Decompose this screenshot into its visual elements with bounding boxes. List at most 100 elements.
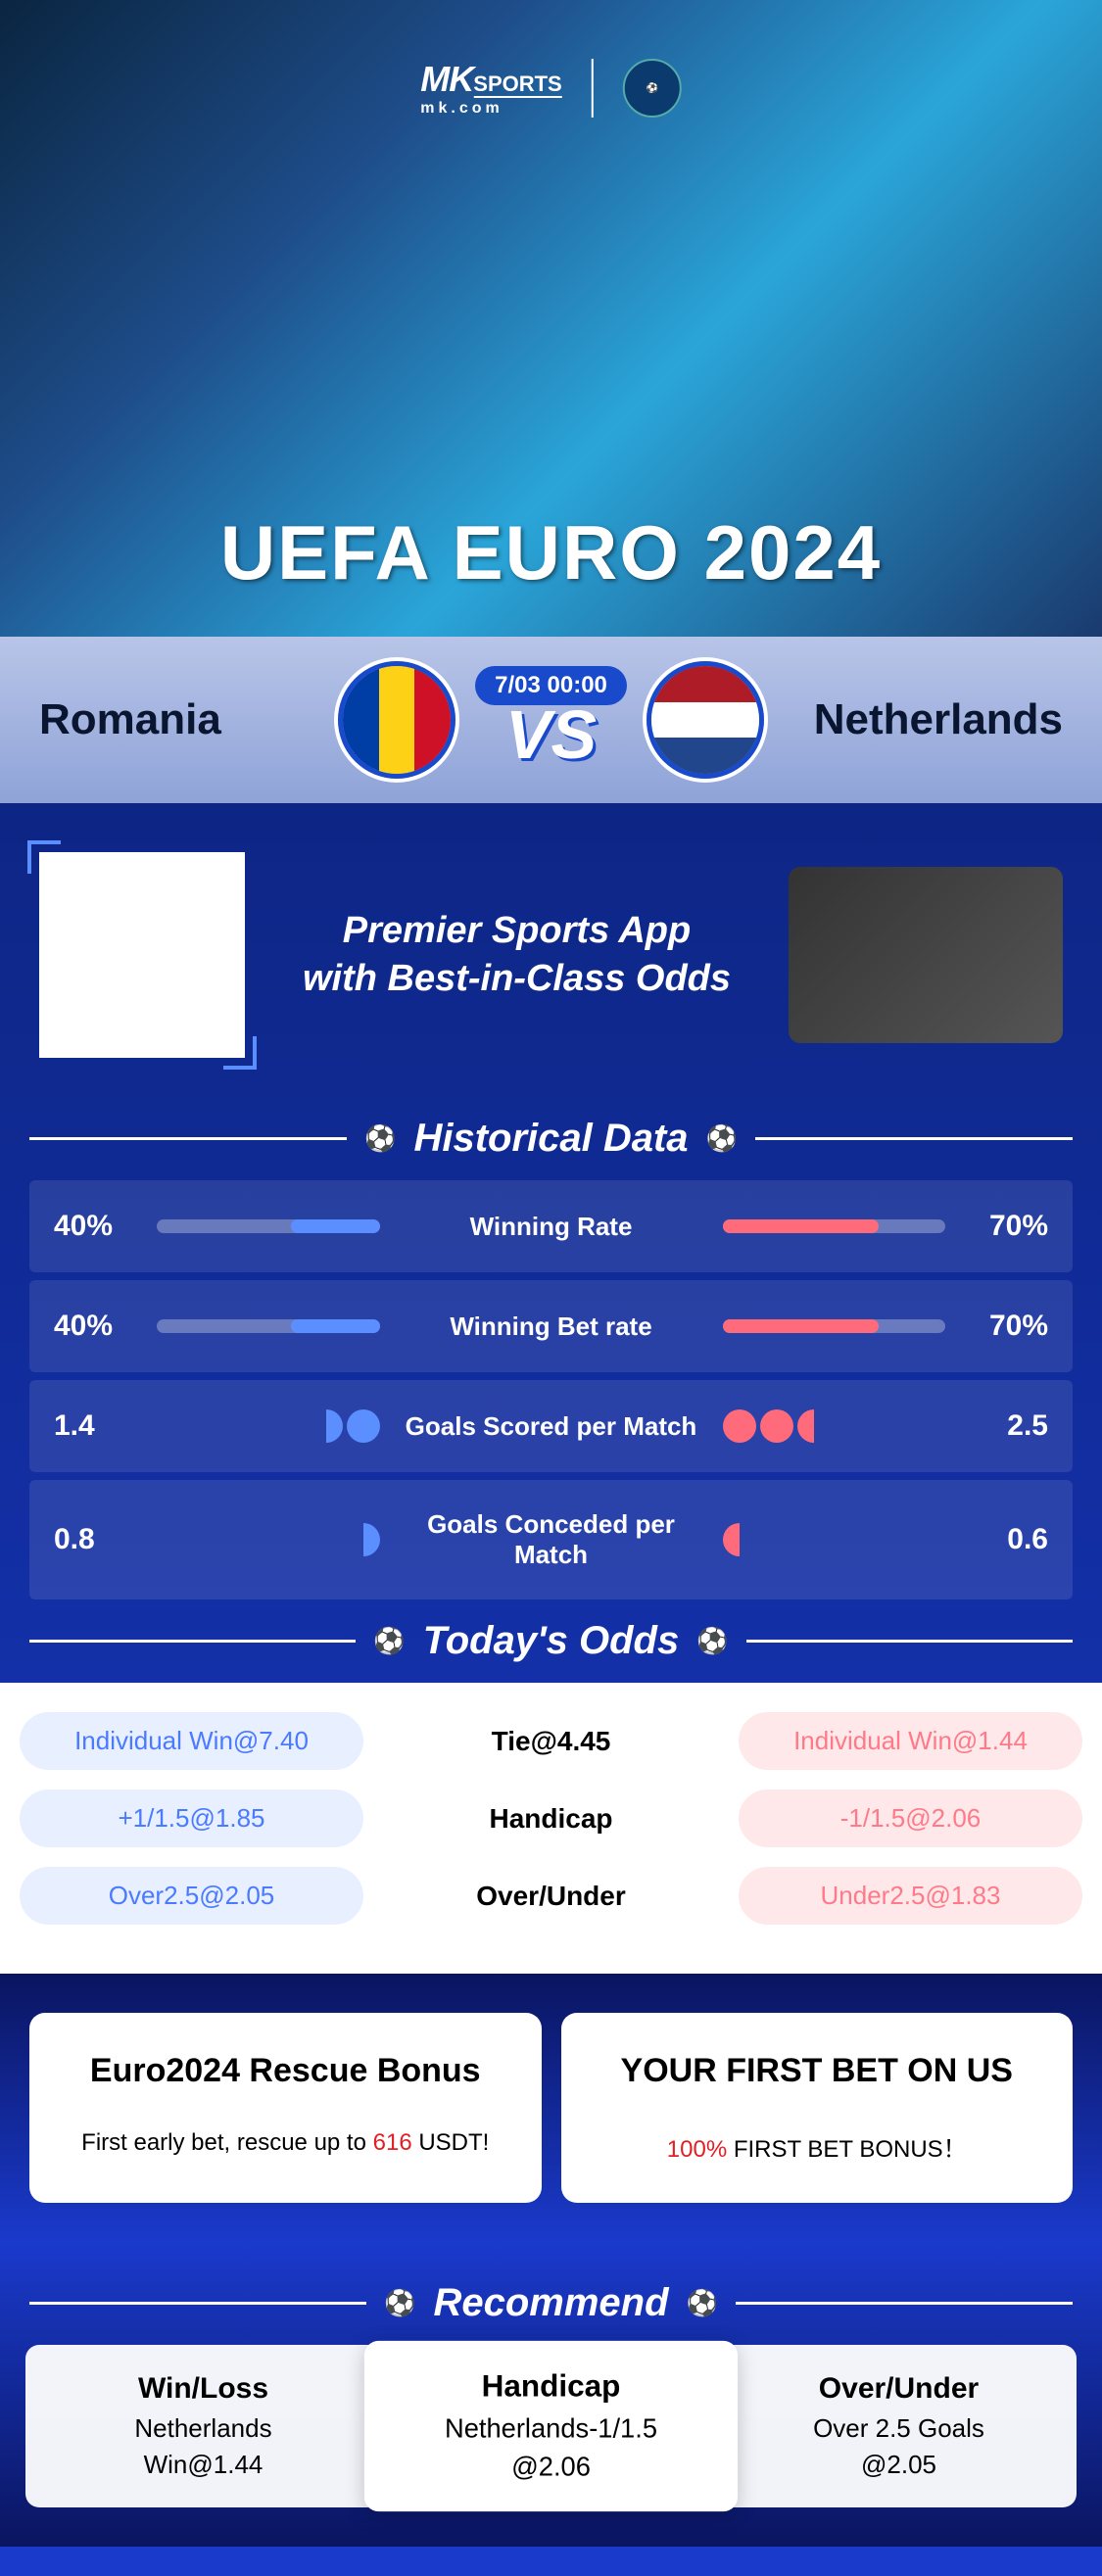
ball-icon: [760, 1409, 793, 1443]
rec-odds: @2.06: [383, 2451, 719, 2483]
recommend-section: ⚽ Recommend ⚽ Win/Loss Netherlands Win@1…: [0, 2242, 1102, 2547]
stat-balls-right: [723, 1523, 946, 1556]
vs-label: VS: [475, 695, 627, 774]
promo-qr-placeholder: [39, 852, 245, 1058]
ball-icon: [310, 1409, 343, 1443]
brand-logo: MKSPORTS mk.com ⚽: [420, 59, 681, 118]
rec-title: Over/Under: [739, 2372, 1059, 2406]
stat-left-value: 0.8: [54, 1523, 142, 1556]
hero-title: UEFA EURO 2024: [220, 508, 882, 597]
flag-left-icon: [338, 661, 455, 779]
promo-line1: Premier Sports App: [274, 907, 759, 955]
hero-banner: MKSPORTS mk.com ⚽ UEFA EURO 2024: [0, 0, 1102, 637]
odds-title: Today's Odds: [423, 1619, 679, 1663]
recommend-card[interactable]: Win/Loss Netherlands Win@1.44: [25, 2345, 381, 2507]
club-crest-icon: ⚽: [623, 59, 682, 118]
vs-box: 7/03 00:00 VS: [475, 666, 627, 774]
stat-right-value: 70%: [960, 1210, 1048, 1243]
bonus-text: 100% FIRST BET BONUS！: [589, 2129, 1046, 2164]
rec-pick: Netherlands-1/1.5: [383, 2412, 719, 2445]
ball-icon: ⚽: [373, 1626, 405, 1656]
ball-icon: ⚽: [706, 1123, 738, 1154]
flag-right-icon: [647, 661, 764, 779]
ball-icon: [723, 1409, 756, 1443]
team-left-name: Romania: [39, 695, 338, 744]
bonus-card-firstbet[interactable]: YOUR FIRST BET ON US 100% FIRST BET BONU…: [561, 2013, 1074, 2203]
header-line: [746, 1640, 1073, 1643]
odds-row: Over2.5@2.05 Over/Under Under2.5@1.83: [20, 1867, 1082, 1925]
match-header: Romania 7/03 00:00 VS Netherlands: [0, 637, 1102, 803]
stat-left-value: 1.4: [54, 1409, 142, 1443]
stat-label: Goals Scored per Match: [395, 1411, 708, 1442]
stat-right-value: 0.6: [960, 1523, 1048, 1556]
stat-bar-left: [157, 1219, 380, 1233]
match-center: 7/03 00:00 VS: [338, 661, 764, 779]
recommend-card[interactable]: Over/Under Over 2.5 Goals @2.05: [721, 2345, 1077, 2507]
stat-left-value: 40%: [54, 1210, 142, 1243]
stat-row: 0.8 Goals Conceded per Match 0.6: [29, 1480, 1073, 1599]
odds-left[interactable]: +1/1.5@1.85: [20, 1789, 363, 1847]
promo-text: Premier Sports App with Best-in-Class Od…: [274, 907, 759, 1004]
rec-pick: Over 2.5 Goals: [739, 2413, 1059, 2444]
bonus-card-rescue[interactable]: Euro2024 Rescue Bonus First early bet, r…: [29, 2013, 542, 2203]
recommend-card[interactable]: Handicap Netherlands-1/1.5 @2.06: [364, 2341, 738, 2511]
promo-row: Premier Sports App with Best-in-Class Od…: [29, 833, 1073, 1097]
rec-odds: Win@1.44: [43, 2450, 363, 2480]
logo-subdomain: mk.com: [420, 100, 561, 118]
odds-row: +1/1.5@1.85 Handicap -1/1.5@2.06: [20, 1789, 1082, 1847]
ball-icon: ⚽: [364, 1123, 396, 1154]
bonus-title: YOUR FIRST BET ON US: [589, 2052, 1046, 2090]
odds-right[interactable]: Under2.5@1.83: [739, 1867, 1082, 1925]
stat-row: 40% Winning Rate 70%: [29, 1180, 1073, 1272]
rec-odds: @2.05: [739, 2450, 1059, 2480]
logo-mk: MK: [420, 59, 473, 99]
stat-label: Winning Bet rate: [395, 1312, 708, 1342]
stat-right-value: 70%: [960, 1310, 1048, 1343]
odds-center-label: Tie@4.45: [393, 1726, 709, 1757]
recommend-title: Recommend: [433, 2281, 668, 2325]
rec-title: Handicap: [383, 2369, 719, 2405]
content-area: Premier Sports App with Best-in-Class Od…: [0, 803, 1102, 2576]
promo-line2: with Best-in-Class Odds: [274, 955, 759, 1003]
ball-icon: [797, 1409, 831, 1443]
ball-icon: [347, 1409, 380, 1443]
stat-right-value: 2.5: [960, 1409, 1048, 1443]
logo-sports: SPORTS: [473, 72, 561, 98]
header-line: [755, 1137, 1073, 1140]
ball-icon: [347, 1523, 380, 1556]
odds-right[interactable]: -1/1.5@2.06: [739, 1789, 1082, 1847]
team-right-name: Netherlands: [764, 695, 1063, 744]
stat-label: Winning Rate: [395, 1212, 708, 1242]
stat-left-value: 40%: [54, 1310, 142, 1343]
ball-icon: ⚽: [687, 2288, 718, 2318]
odds-center-label: Over/Under: [393, 1881, 709, 1912]
odds-section: Individual Win@7.40 Tie@4.45 Individual …: [0, 1683, 1102, 1974]
header-line: [29, 2302, 366, 2305]
historical-stats: 40% Winning Rate 70% 40% Winning Bet rat…: [29, 1180, 1073, 1599]
odds-left[interactable]: Individual Win@7.40: [20, 1712, 363, 1770]
header-line: [736, 2302, 1073, 2305]
recommend-header: ⚽ Recommend ⚽: [29, 2281, 1073, 2325]
header-line: [29, 1640, 356, 1643]
stat-bar-right: [723, 1319, 946, 1333]
stat-balls-left: [157, 1523, 380, 1556]
odds-left[interactable]: Over2.5@2.05: [20, 1867, 363, 1925]
logo-divider: [592, 59, 594, 118]
ball-icon: [723, 1523, 756, 1556]
rec-title: Win/Loss: [43, 2372, 363, 2406]
ball-icon: ⚽: [696, 1626, 728, 1656]
stat-bar-right: [723, 1219, 946, 1233]
stat-balls-left: [157, 1409, 380, 1443]
header-line: [29, 1137, 347, 1140]
stat-bar-left: [157, 1319, 380, 1333]
stat-row: 1.4 Goals Scored per Match 2.5: [29, 1380, 1073, 1472]
stat-balls-right: [723, 1409, 946, 1443]
promo-phones-icon: [789, 867, 1063, 1043]
odds-right[interactable]: Individual Win@1.44: [739, 1712, 1082, 1770]
odds-header: ⚽ Today's Odds ⚽: [29, 1619, 1073, 1663]
bonus-text: First early bet, rescue up to 616 USDT!: [57, 2129, 514, 2157]
bonus-title: Euro2024 Rescue Bonus: [57, 2052, 514, 2090]
odds-center-label: Handicap: [393, 1803, 709, 1835]
odds-row: Individual Win@7.40 Tie@4.45 Individual …: [20, 1712, 1082, 1770]
stat-row: 40% Winning Bet rate 70%: [29, 1280, 1073, 1372]
